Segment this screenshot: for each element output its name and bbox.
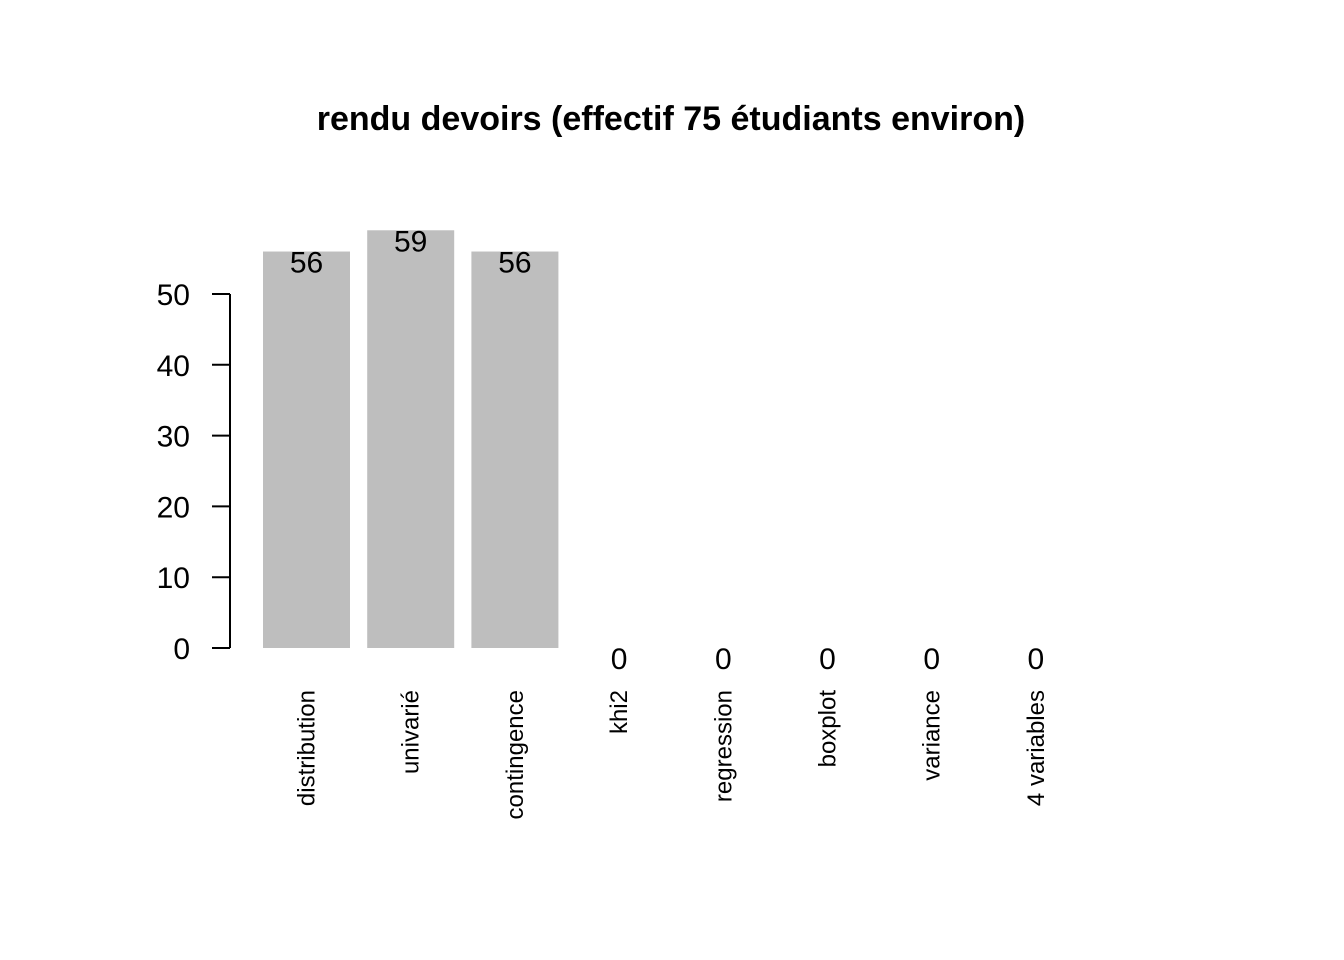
y-tick-label: 30	[157, 421, 190, 454]
category-label: regression	[710, 690, 737, 802]
bar-value-label: 0	[715, 643, 732, 676]
bar	[263, 251, 350, 648]
category-labels: distribution univarié contingence khi2 regre…	[294, 690, 1050, 820]
category-label: 4 variables	[1023, 690, 1050, 806]
bar	[367, 230, 455, 648]
bar-value-label: 56	[290, 247, 323, 280]
y-axis: 0 10 20 30 40 50	[157, 279, 231, 666]
category-label: boxplot	[815, 690, 842, 768]
value-labels: 56 59 56 0 0 0 0 0	[290, 225, 1044, 676]
category-label: univarié	[398, 690, 425, 774]
y-tick-label: 50	[157, 279, 190, 312]
bar	[471, 251, 559, 648]
bar-value-label: 56	[498, 247, 531, 280]
y-tick-label: 0	[173, 633, 190, 666]
category-label: distribution	[294, 690, 321, 806]
bar-value-label: 0	[1028, 643, 1045, 676]
category-label: khi2	[606, 690, 633, 734]
y-tick-label: 10	[157, 562, 190, 595]
bar-value-label: 0	[819, 643, 836, 676]
bars	[263, 230, 559, 648]
category-label: variance	[919, 690, 946, 781]
bar-value-label: 0	[923, 643, 940, 676]
y-tick-label: 20	[157, 491, 190, 524]
category-label: contingence	[502, 690, 529, 819]
bar-value-label: 59	[394, 225, 427, 258]
y-tick-label: 40	[157, 350, 190, 383]
bar-value-label: 0	[611, 643, 628, 676]
chart-title: rendu devoirs (effectif 75 étudiants env…	[317, 100, 1025, 138]
